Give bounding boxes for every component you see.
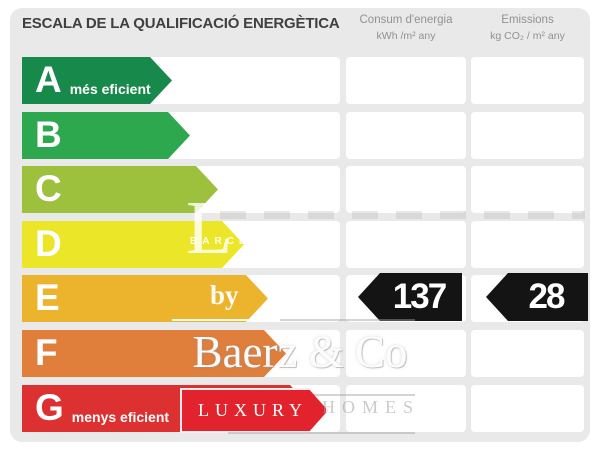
rating-arrow: C: [22, 166, 218, 213]
rating-arrow: D: [22, 221, 244, 268]
rating-letter: E: [35, 276, 60, 318]
rating-arrow: G menys eficient: [22, 385, 312, 432]
rating-arrow: B: [22, 112, 190, 159]
scale-row-a: A més eficient: [10, 57, 590, 104]
emissions-cell: [471, 166, 584, 213]
page-title: ESCALA DE LA QUALIFICACIÓ ENERGÈTICA: [22, 15, 340, 32]
consumption-cell: [346, 112, 466, 159]
rating-arrow: E: [22, 275, 268, 322]
rating-sublabel: més eficient: [69, 80, 151, 97]
scale-row-c: C: [10, 166, 590, 213]
emissions-cell: [471, 385, 584, 432]
column-header-emissions-units: kg CO₂ / m² any: [490, 29, 565, 42]
scale-row-d: D: [10, 221, 590, 268]
emissions-cell: [471, 330, 584, 377]
consumption-cell: [346, 385, 466, 432]
energy-scale-panel: ESCALA DE LA QUALIFICACIÓ ENERGÈTICA Con…: [10, 8, 590, 442]
rating-letter: G: [35, 386, 64, 428]
rating-letter: C: [35, 167, 62, 209]
scale-row-b: B: [10, 112, 590, 159]
consumption-cell: [346, 330, 466, 377]
column-header-consumption: Consum d'energia kWh /m² any: [346, 13, 466, 43]
emissions-cell: [471, 57, 584, 104]
column-header-emissions-line1: Emissions: [501, 14, 554, 26]
column-header-consumption-line1: Consum d'energia: [359, 14, 453, 26]
watermark-rule-bottom: [228, 432, 415, 434]
rating-arrow: F: [22, 330, 286, 377]
emissions-cell: [471, 112, 584, 159]
rating-letter: B: [35, 113, 62, 155]
scale-row-g: G menys eficient: [10, 385, 590, 432]
column-header-consumption-units: kWh /m² any: [376, 29, 436, 42]
rating-letter: A: [35, 58, 62, 100]
rating-sublabel: menys eficient: [71, 408, 170, 425]
rating-arrow: A més eficient: [22, 57, 172, 104]
consumption-cell: [346, 166, 466, 213]
emissions-cell: [471, 221, 584, 268]
emissions-value: 28: [528, 277, 566, 316]
column-header-emissions: Emissions kg CO₂ / m² any: [471, 13, 584, 43]
consumption-cell: [346, 57, 466, 104]
consumption-value: 137: [392, 277, 447, 316]
scale-row-f: F: [10, 330, 590, 377]
consumption-cell: [346, 221, 466, 268]
consumption-value-arrow: 137: [358, 273, 462, 321]
rating-letter: F: [35, 331, 58, 373]
emissions-value-arrow: 28: [486, 273, 588, 321]
rating-letter: D: [35, 222, 62, 264]
